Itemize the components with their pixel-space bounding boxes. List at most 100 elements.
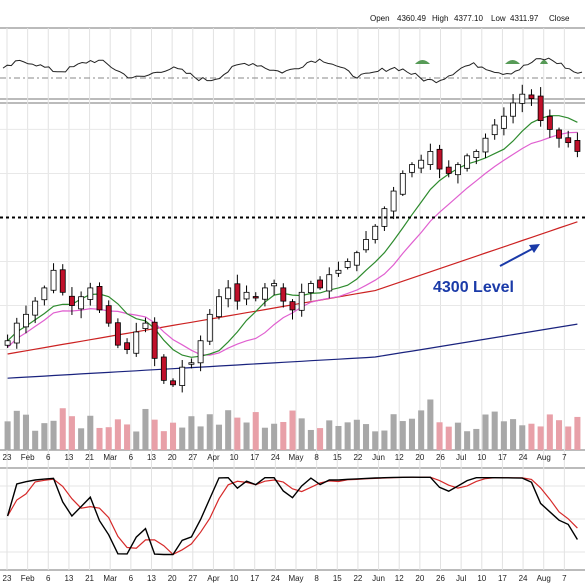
moving-average-lines (7, 115, 578, 379)
oscillator-fill (415, 60, 430, 64)
candle (464, 153, 471, 172)
date-tick-label: Jun (372, 453, 385, 462)
volume-bar (335, 425, 342, 450)
date-tick-label: Jul (456, 574, 466, 583)
candle (114, 318, 121, 349)
date-tick-label: 8 (314, 574, 319, 583)
candle (418, 154, 425, 174)
candle (491, 119, 498, 140)
date-tick-label: 17 (250, 574, 259, 583)
candle (436, 144, 443, 179)
ema-line (7, 131, 578, 356)
date-tick-label: 27 (188, 453, 197, 462)
candle-body (519, 93, 526, 104)
volume-bar (4, 421, 11, 450)
candle (225, 280, 232, 308)
date-tick-label: Apr (207, 574, 220, 583)
date-tick-label: 20 (168, 574, 177, 583)
candle (170, 378, 176, 387)
volume-bar (528, 423, 535, 450)
close-label: Close (549, 14, 570, 23)
date-tick-label: Jun (372, 574, 385, 583)
date-tick-label: 17 (498, 453, 507, 462)
candle (344, 258, 351, 270)
volume-bar (491, 411, 498, 450)
volume-bar (252, 412, 259, 450)
date-tick-label: 20 (415, 574, 424, 583)
candle (390, 186, 397, 220)
candle (124, 338, 130, 355)
candle-body (556, 129, 562, 139)
date-tick-label: Feb (21, 574, 35, 583)
volume-bar (78, 428, 85, 450)
candle-body (280, 287, 287, 302)
low-label: Low (491, 14, 506, 23)
candle (206, 309, 213, 346)
candle (455, 162, 461, 184)
arrow-head-icon (529, 244, 540, 253)
candle (133, 322, 140, 357)
candle (556, 127, 562, 148)
date-tick-label: 12 (395, 453, 404, 462)
candle-body (4, 340, 11, 346)
date-tick-label: 10 (477, 574, 486, 583)
candle (372, 224, 379, 244)
candle (510, 94, 516, 124)
candle-body (133, 331, 140, 354)
candle (565, 130, 572, 148)
volume-bar (105, 427, 112, 450)
date-tick-label: Feb (21, 453, 35, 462)
date-tick-label: May (288, 453, 303, 462)
candle (409, 162, 415, 178)
candle (574, 132, 581, 158)
volume-bar (418, 410, 425, 450)
volume-bar (565, 426, 572, 450)
date-tick-label: 23 (3, 574, 12, 583)
candle-body (418, 159, 425, 169)
candle-body (151, 321, 158, 359)
candle (519, 84, 526, 113)
volume-bar (445, 426, 452, 450)
candle (50, 263, 57, 294)
date-tick-label: 17 (498, 574, 507, 583)
volume-bar (142, 408, 149, 450)
date-axis-bottom: 23 Feb 6 13 21 Mar 6 13 20 27 Apr 10 17 24 May 8 15 22 Jun… (3, 574, 568, 583)
candle-body (409, 164, 415, 173)
candle (289, 299, 296, 320)
date-tick-label: 24 (519, 574, 528, 583)
candle-body (252, 296, 259, 299)
volume-bar (124, 424, 131, 450)
candle-body (436, 148, 443, 170)
volume-bar (96, 427, 103, 450)
volume-bar (500, 421, 507, 450)
candle-body (87, 287, 94, 300)
candle-body (455, 164, 461, 176)
candle (78, 291, 85, 319)
candle-body (23, 313, 29, 328)
volume-bar (22, 414, 30, 450)
high-label: High (432, 14, 448, 23)
candle (69, 287, 75, 315)
date-tick-label: 15 (333, 453, 342, 462)
volume-bar (225, 410, 232, 450)
candle (87, 282, 94, 306)
volume-bar (234, 417, 241, 450)
date-tick-label: 26 (436, 453, 445, 462)
volume-bar (197, 426, 204, 450)
candle (335, 261, 342, 277)
candle-body (491, 124, 498, 136)
date-tick-label: 10 (477, 453, 486, 462)
date-tick-label: 6 (129, 453, 134, 462)
volume-bar (160, 431, 167, 450)
candle-body (372, 225, 379, 240)
candle-body (390, 190, 397, 212)
volume-bar (454, 422, 461, 450)
candle (160, 354, 167, 384)
candle-body (206, 313, 213, 342)
volume-bar (427, 399, 434, 450)
volume-bar (307, 429, 314, 450)
volume-bar (399, 421, 406, 450)
candle-body (500, 115, 507, 129)
level-annotation-text: 4300 Level (433, 279, 514, 296)
candle-body (574, 140, 581, 152)
